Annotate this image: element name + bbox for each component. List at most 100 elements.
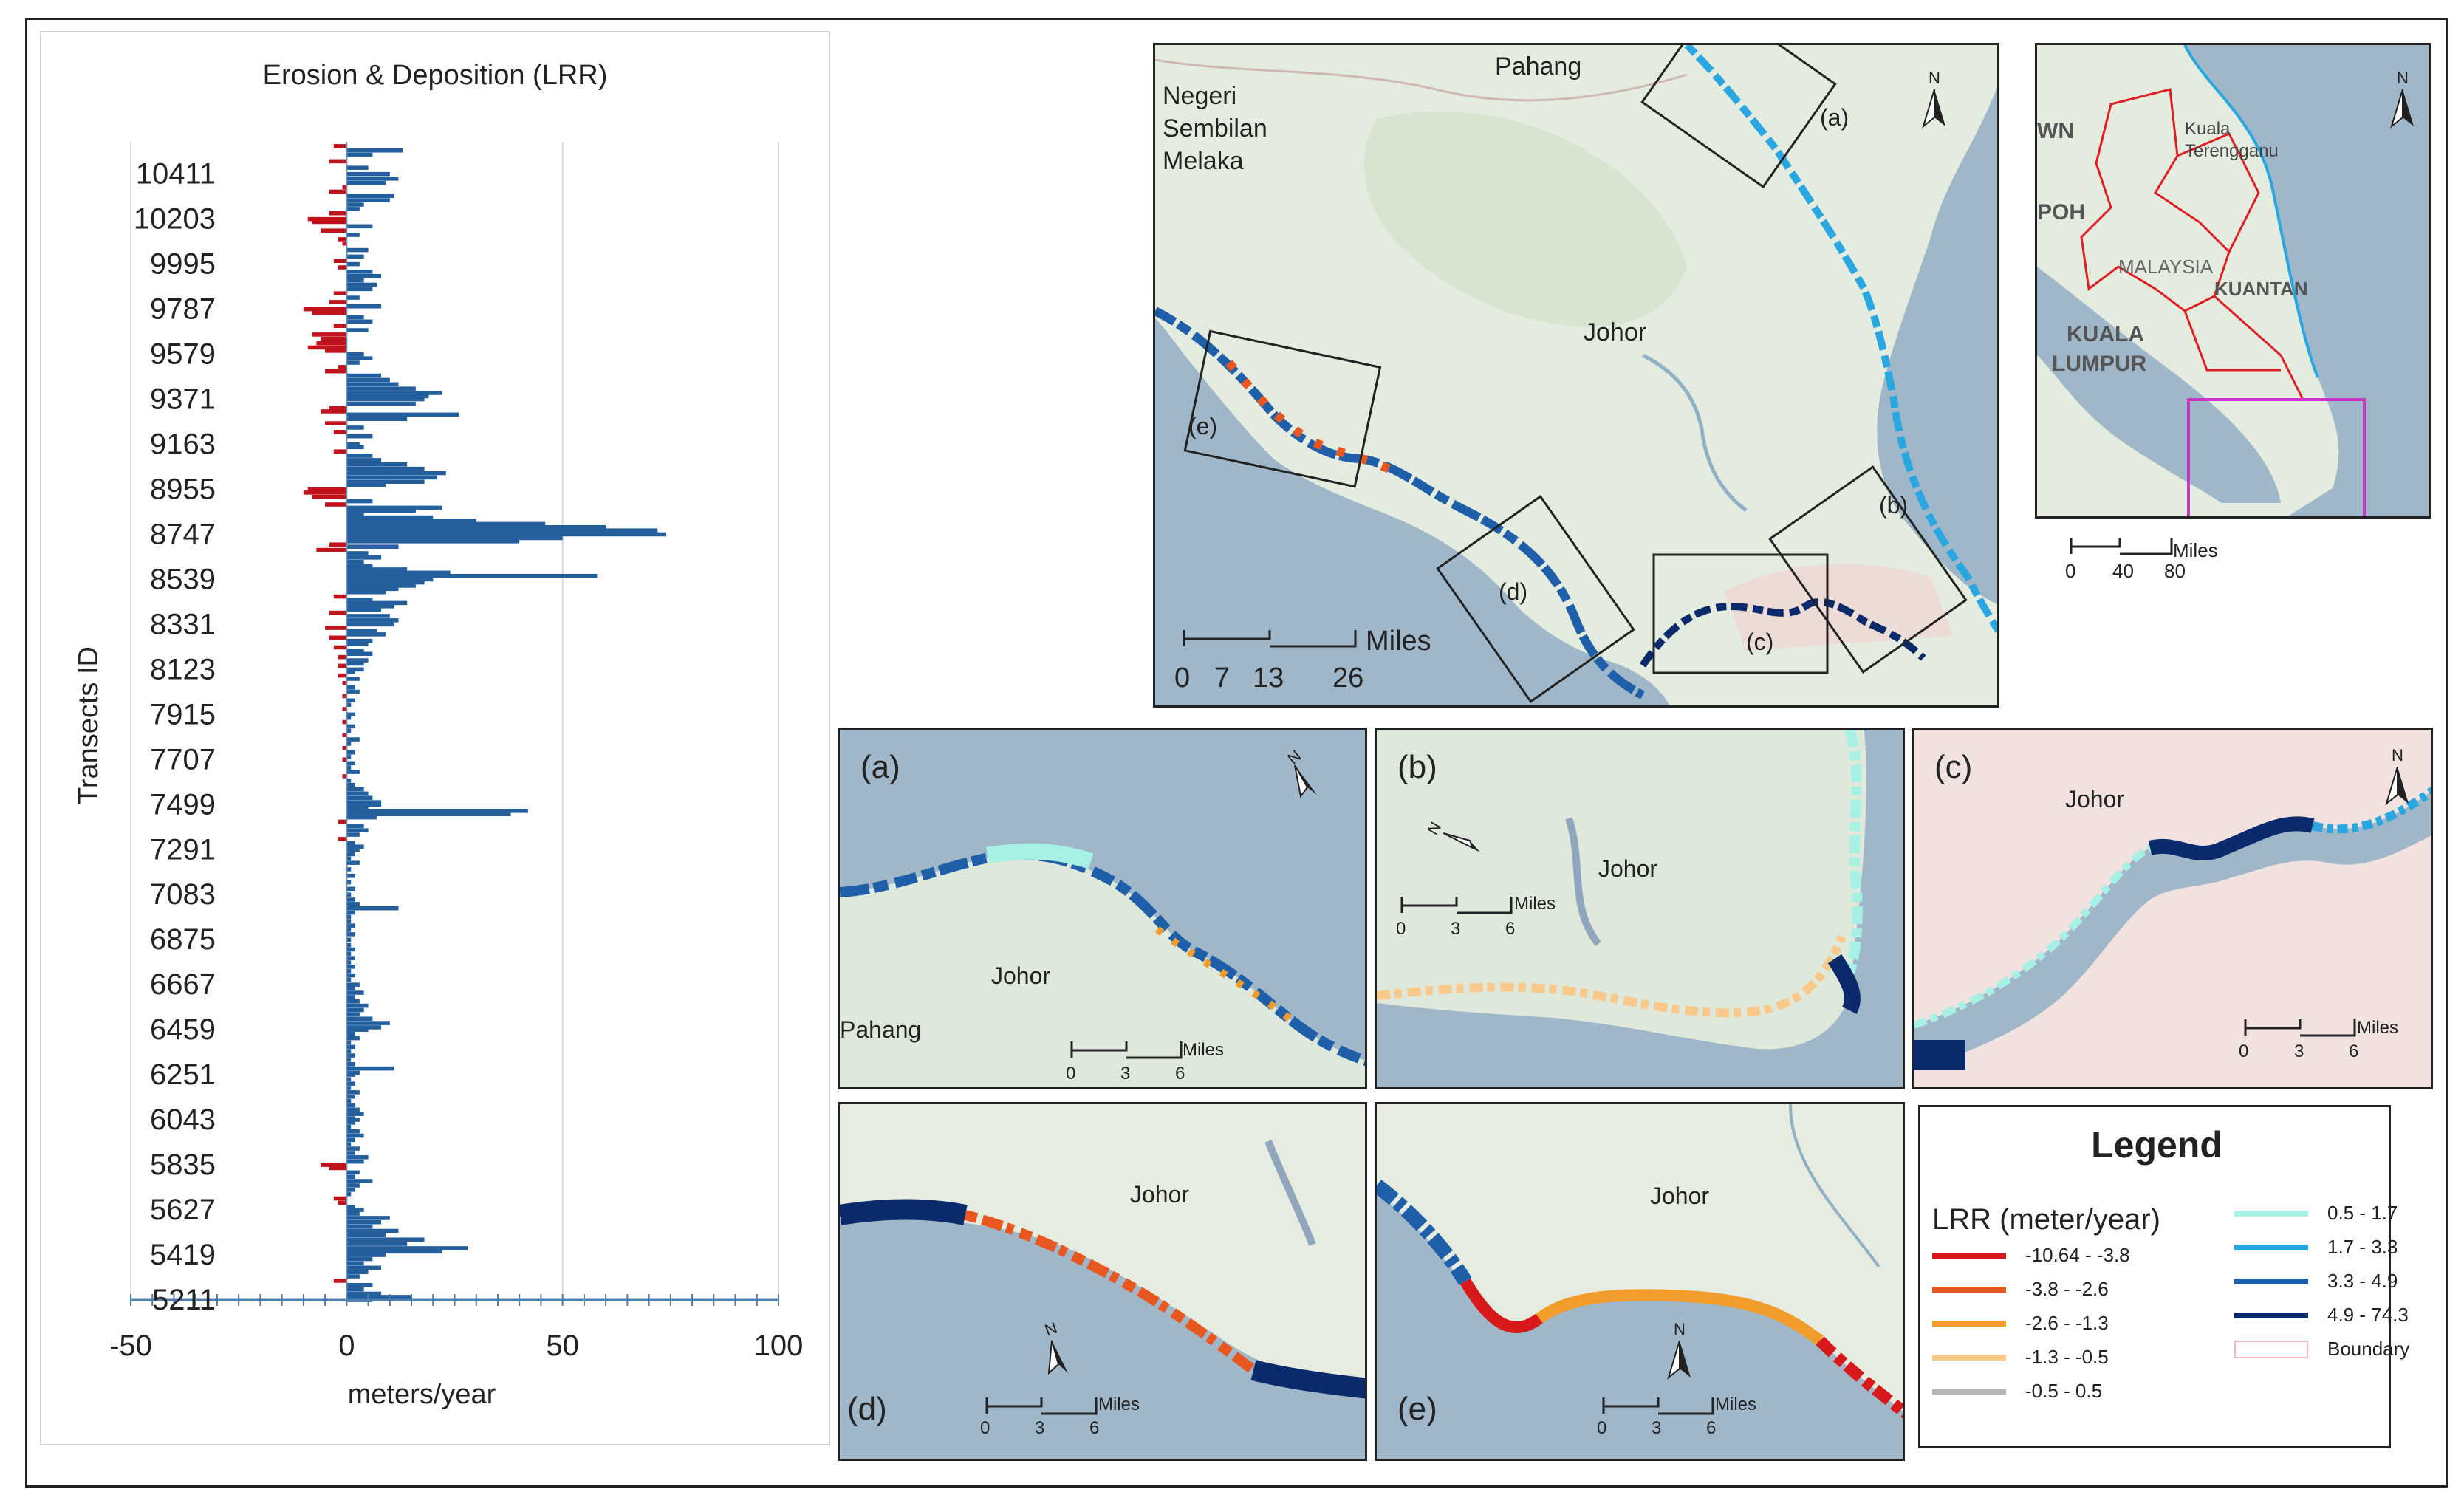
legend-swatch xyxy=(1932,1287,2006,1293)
deposition-bar xyxy=(346,795,373,800)
deposition-bar xyxy=(346,551,369,555)
deposition-bar xyxy=(346,614,390,618)
deposition-bar xyxy=(346,1003,369,1008)
deposition-bar xyxy=(346,261,360,267)
erosion-bar xyxy=(316,341,347,346)
deposition-bar xyxy=(346,995,356,999)
deposition-bar xyxy=(346,880,352,885)
deposition-bar xyxy=(346,1188,356,1192)
deposition-bar xyxy=(346,519,476,523)
deposition-bar xyxy=(346,528,658,533)
inset-b-label-johor: Johor xyxy=(1598,855,1658,882)
deposition-bar xyxy=(346,977,352,982)
erosion-bar xyxy=(333,291,347,295)
deposition-bar xyxy=(346,1077,352,1082)
deposition-bar xyxy=(346,207,360,211)
erosion-bar xyxy=(333,430,347,434)
y-tick-label: 8747 xyxy=(150,518,216,550)
inset-b: (b) Johor N Miles 0 3 6 xyxy=(1375,728,1905,1089)
locator-label-malaysia: MALAYSIA xyxy=(2118,256,2214,278)
deposition-bar xyxy=(346,535,563,541)
deposition-bar xyxy=(346,1265,382,1270)
deposition-bar xyxy=(346,282,377,287)
land-mass xyxy=(1155,45,1997,705)
locator-label-terengganu: Terengganu xyxy=(2185,141,2279,161)
deposition-bar xyxy=(346,685,356,690)
north-arrow-letter: N xyxy=(1042,1318,1059,1340)
inset-a-label-pahang: Pahang xyxy=(840,1016,922,1043)
deposition-bar xyxy=(346,1246,468,1250)
deposition-bar xyxy=(346,148,403,153)
deposition-bar xyxy=(346,570,451,575)
deposition-bar xyxy=(346,914,352,920)
inset-a-scale-3: 3 xyxy=(1120,1064,1131,1084)
deposition-bar xyxy=(346,1174,356,1179)
deposition-bar xyxy=(346,892,352,897)
erosion-bar xyxy=(303,490,347,495)
locator-label-kuala-lumpur-1: KUALA xyxy=(2067,322,2144,346)
deposition-bar xyxy=(346,360,360,365)
deposition-bar xyxy=(346,417,408,422)
deposition-bar xyxy=(346,471,446,476)
marker-label-c: (c) xyxy=(1746,629,1774,655)
bar-series xyxy=(303,144,666,1302)
marker-label-a: (a) xyxy=(1820,104,1849,131)
deposition-bar xyxy=(346,951,352,957)
deposition-bar xyxy=(346,847,360,852)
locator-north-arrow: N xyxy=(2390,69,2414,129)
inset-b-scale-label: Miles xyxy=(1514,894,1556,914)
deposition-bar xyxy=(346,1133,364,1138)
deposition-bar xyxy=(346,715,352,720)
erosion-bar xyxy=(342,241,347,246)
y-tick-label: 9579 xyxy=(150,338,216,371)
main-map: Pahang Negeri Sembilan Melaka Johor (a) … xyxy=(1153,43,1999,708)
deposition-bar xyxy=(346,982,360,987)
y-tick-label: 9787 xyxy=(150,293,216,326)
deposition-bar xyxy=(346,728,352,733)
erosion-bar xyxy=(321,228,347,233)
erosion-bar xyxy=(342,681,347,685)
marker-box-a xyxy=(1640,45,1837,189)
grid-lines xyxy=(130,142,779,1300)
deposition-bar xyxy=(346,712,356,717)
inset-d-scale-bar xyxy=(985,1397,1098,1415)
deposition-bar xyxy=(346,499,373,504)
deposition-bar xyxy=(346,960,352,965)
deposition-bar xyxy=(346,573,598,578)
legend-item-label: -2.6 - -1.3 xyxy=(2025,1312,2109,1334)
inset-d-scale-3: 3 xyxy=(1035,1418,1045,1438)
legend: Legend LRR (meter/year) -10.64 - -3.8 -3.… xyxy=(1918,1105,2409,1448)
deposition-bar xyxy=(346,1072,356,1077)
deposition-bar xyxy=(346,661,364,666)
deposition-bar xyxy=(346,482,386,487)
x-tick-label: 50 xyxy=(546,1330,579,1362)
deposition-bar xyxy=(346,295,360,300)
deposition-bar xyxy=(346,750,356,755)
deposition-bar xyxy=(346,270,373,274)
deposition-bar xyxy=(346,649,364,653)
deposition-bar xyxy=(346,1282,373,1287)
erosion-bar xyxy=(333,449,347,454)
legend-swatch xyxy=(1932,1389,2006,1395)
legend-item-label: -10.64 - -3.8 xyxy=(2025,1244,2130,1266)
erosion-bar xyxy=(312,310,347,315)
erosion-bar xyxy=(325,502,347,507)
erosion-bar xyxy=(342,185,347,190)
deposition-bar xyxy=(346,923,356,928)
locator-scale-label: Miles xyxy=(2173,539,2218,561)
erosion-bar xyxy=(316,547,347,552)
locator-coast xyxy=(2183,45,2319,378)
deposition-bar xyxy=(346,425,364,430)
deposition-bar xyxy=(346,1237,425,1242)
deposition-bar xyxy=(346,194,394,199)
y-tick-label: 9371 xyxy=(150,383,216,416)
chart-title: Erosion & Deposition (LRR) xyxy=(263,60,608,91)
deposition-bar xyxy=(346,651,373,657)
north-arrow-letter: N xyxy=(1428,818,1445,838)
legend-item-label: Boundary xyxy=(2327,1338,2410,1360)
deposition-bar xyxy=(346,642,369,646)
deposition-bar xyxy=(346,1191,352,1197)
lrr-chart: Erosion & Deposition (LRR) Transects ID … xyxy=(73,60,803,1410)
label-sembilan: Sembilan xyxy=(1163,114,1267,143)
deposition-bar xyxy=(346,603,394,609)
